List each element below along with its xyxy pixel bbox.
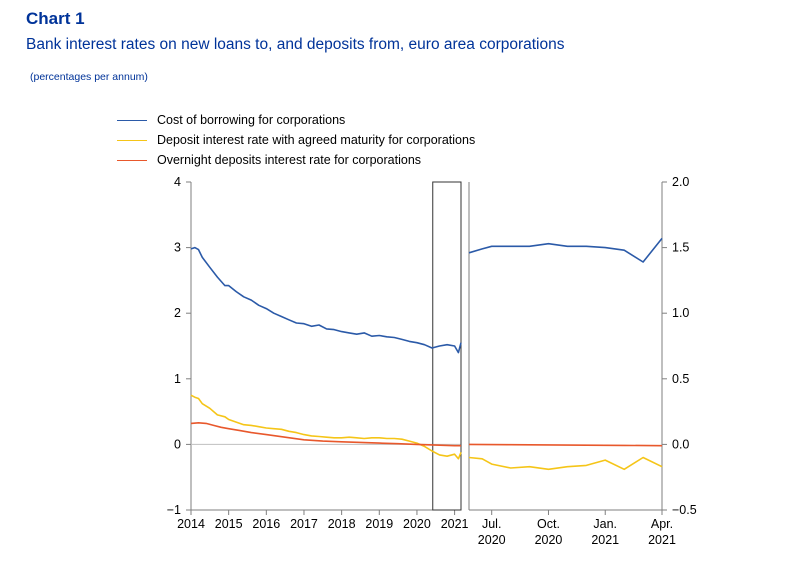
legend-item-borrowing: Cost of borrowing for corporations [117,110,475,130]
left-x-tick-label: 2017 [290,517,318,531]
right-x-tick-label-year: 2020 [478,533,506,547]
legend: Cost of borrowing for corporations Depos… [117,110,475,170]
left-x-tick-label: 2014 [177,517,205,531]
right-y-tick-label: 0.0 [672,437,689,451]
legend-swatch-overnight [117,159,147,161]
legend-item-overnight: Overnight deposits interest rate for cor… [117,150,475,170]
left-series-deposit_agreed [190,394,462,460]
highlight-box [432,181,462,511]
right-series-overnight [468,443,663,447]
legend-label-deposit-agreed: Deposit interest rate with agreed maturi… [157,133,476,147]
left-y-tick-label: 3 [174,241,181,255]
left-y-tick-label: 1 [174,372,181,386]
right-x-tick-label-year: 2021 [591,533,619,547]
right-x-tick-label-month: Apr. [651,517,673,531]
right-y-tick-label: 1.0 [672,306,689,320]
legend-label-overnight: Overnight deposits interest rate for cor… [157,153,422,167]
left-x-tick-label: 2015 [215,517,243,531]
right-x-tick-label-month: Jul. [482,517,501,531]
left-x-tick-label: 2019 [365,517,393,531]
right-y-tick-label: 0.5 [672,372,689,386]
left-x-tick-label: 2021 [441,517,469,531]
right-series-deposit_agreed [468,456,663,471]
chart-label: Chart 1 [26,9,85,28]
left-x-tick-label: 2018 [328,517,356,531]
left-series-overnight [190,421,461,447]
right-y-tick-label: 1.5 [672,241,689,255]
left-x-tick-label: 2020 [403,517,431,531]
legend-label-borrowing: Cost of borrowing for corporations [157,113,346,127]
legend-swatch-deposit-agreed [117,139,147,141]
chart-title: Bank interest rates on new loans to, and… [26,36,565,53]
right-x-tick-label-month: Jan. [593,517,617,531]
left-y-tick-label: 0 [174,437,181,451]
right-x-tick-label-year: 2020 [535,533,563,547]
left-y-tick-label: 4 [174,175,181,189]
right-x-tick-label-year: 2021 [648,533,676,547]
left-x-tick-label: 2016 [252,517,280,531]
right-y-tick-label: −0.5 [672,503,697,517]
right-series-borrowing [468,237,663,263]
right-x-tick-label-month: Oct. [537,517,560,531]
left-y-tick-label: −1 [167,503,181,517]
left-series-borrowing [190,246,462,354]
right-y-tick-label: 2.0 [672,175,689,189]
left-y-tick-label: 2 [174,306,181,320]
legend-item-deposit-agreed: Deposit interest rate with agreed maturi… [117,130,475,150]
units-note: (percentages per annum) [30,71,148,83]
legend-swatch-borrowing [117,119,147,121]
